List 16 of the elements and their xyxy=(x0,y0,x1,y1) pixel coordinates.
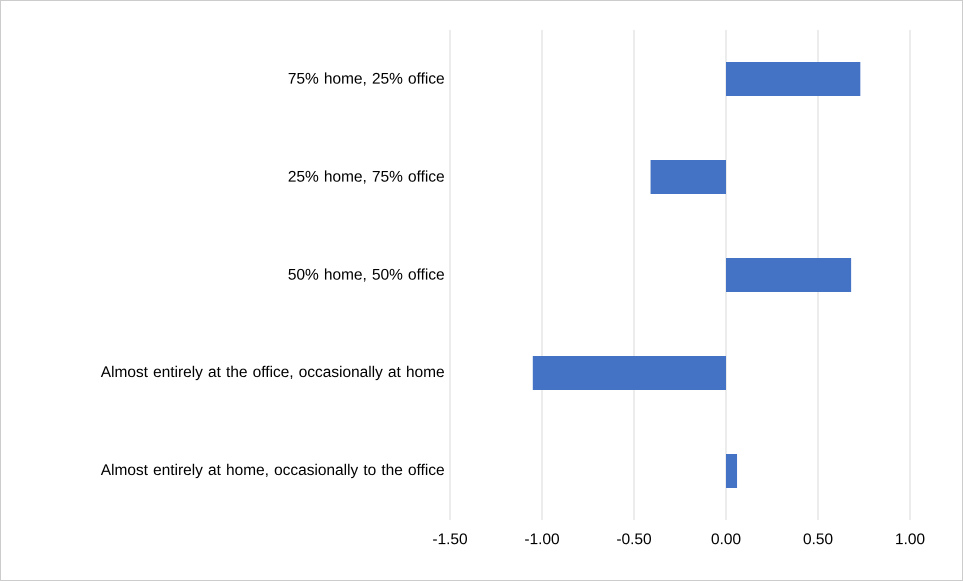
bar xyxy=(726,258,852,292)
bar xyxy=(726,454,738,488)
y-tick-label: Almost entirely at home, occasionally to the office xyxy=(100,464,444,478)
bar xyxy=(726,62,860,96)
bar xyxy=(650,160,726,194)
bar xyxy=(532,356,726,390)
x-tick-label: -1.00 xyxy=(525,533,559,544)
y-tick-label: 25% home, 75% office xyxy=(288,170,444,184)
x-tick-label: -1.50 xyxy=(433,533,467,544)
y-tick-label: 50% home, 50% office xyxy=(288,268,444,282)
x-tick-label: 0.50 xyxy=(804,533,832,544)
x-tick-label: 1.00 xyxy=(896,533,924,544)
x-tick-label: 0.00 xyxy=(712,533,740,544)
y-tick-label: 75% home, 25% office xyxy=(288,72,444,86)
x-tick-label: -0.50 xyxy=(617,533,651,544)
y-tick-label: Almost entirely at the office, occasionally at home xyxy=(100,366,444,380)
